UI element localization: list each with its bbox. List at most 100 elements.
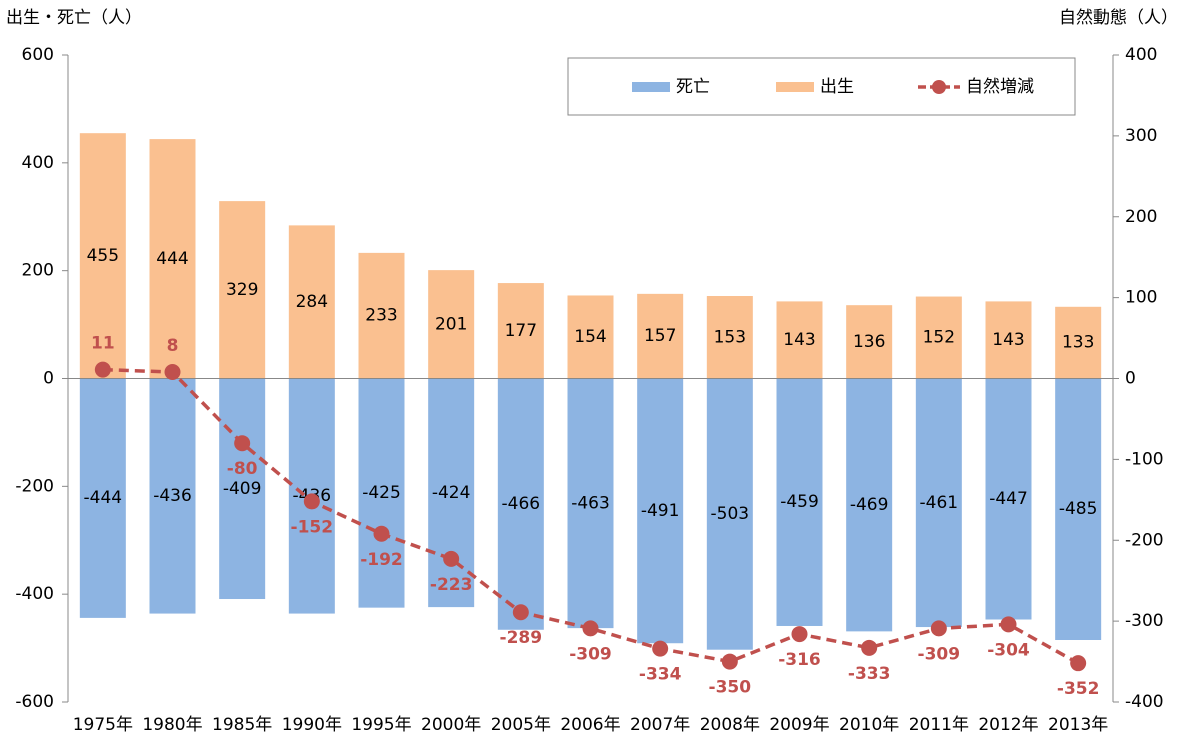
y-axis-title: 出生・死亡（人）	[6, 8, 142, 28]
data-label: -352	[1057, 679, 1100, 699]
y2-tick-label: 200	[1125, 207, 1157, 227]
point	[861, 639, 878, 656]
y2-tick-label: -400	[1125, 692, 1164, 712]
data-label: -444	[84, 488, 123, 508]
bar	[79, 378, 126, 618]
y-tick-label: 0	[43, 369, 54, 389]
x-tick-label: 2012年	[978, 715, 1038, 735]
data-label: 177	[505, 321, 537, 341]
x-tick-label: 1985年	[212, 715, 272, 735]
x-tick-label: 2000年	[421, 715, 481, 735]
data-label: 153	[714, 327, 746, 347]
bar	[637, 378, 684, 644]
bar	[219, 201, 266, 379]
bar	[846, 305, 893, 379]
bar	[428, 270, 475, 379]
x-tick-label: 2005年	[491, 715, 551, 735]
data-label: -469	[850, 495, 889, 515]
bar	[637, 293, 684, 379]
data-label: -503	[711, 504, 750, 524]
y2-axis-title: 自然動態（人）	[1059, 8, 1178, 28]
y-tick-label: 600	[22, 45, 54, 65]
point	[443, 550, 460, 567]
y2-tick-label: 100	[1125, 288, 1157, 308]
data-label: -436	[153, 486, 192, 506]
bar	[1055, 306, 1102, 379]
data-label: -334	[639, 665, 682, 685]
bar	[706, 296, 753, 379]
data-label: 201	[435, 314, 467, 334]
bar	[288, 225, 335, 379]
bar	[706, 378, 753, 650]
point	[930, 620, 947, 637]
bar	[428, 378, 475, 608]
point	[303, 493, 320, 510]
legend-label: 死亡	[676, 77, 710, 97]
line	[102, 367, 1080, 665]
legend-label: 自然増減	[966, 77, 1034, 97]
data-label: -425	[362, 483, 401, 503]
x-tick-label: 1980年	[142, 715, 202, 735]
data-label: -333	[848, 664, 891, 684]
data-label: 8	[167, 336, 179, 356]
bar	[497, 283, 544, 379]
point	[512, 604, 529, 621]
point	[1000, 616, 1017, 633]
point	[94, 361, 111, 378]
legend-swatch	[932, 80, 946, 94]
y2-tick-label: -200	[1125, 530, 1164, 550]
data-label: -459	[780, 492, 819, 512]
bar	[497, 378, 544, 630]
point	[582, 620, 599, 637]
data-label: -350	[709, 678, 752, 698]
data-label: -447	[989, 489, 1028, 509]
data-label: 154	[574, 327, 606, 347]
bar	[149, 378, 196, 614]
data-label: -409	[223, 479, 262, 499]
data-label: -466	[502, 494, 541, 514]
point	[164, 364, 181, 381]
bar	[567, 378, 614, 629]
bar	[776, 301, 823, 379]
y-tick-label: 200	[22, 261, 54, 281]
y2-tick-label: 300	[1125, 126, 1157, 146]
bar	[915, 378, 962, 628]
x-tick-label: 1975年	[73, 715, 133, 735]
y-tick-label: -600	[15, 692, 54, 712]
y2-tick-label: -300	[1125, 611, 1164, 631]
data-label: 136	[853, 332, 885, 352]
point	[791, 626, 808, 643]
data-label: -463	[571, 493, 610, 513]
data-label: 157	[644, 326, 676, 346]
data-label: -316	[778, 650, 821, 670]
data-label: -192	[360, 550, 403, 570]
x-tick-label: 1990年	[282, 715, 342, 735]
data-label: -491	[641, 501, 680, 521]
x-tick-label: 1995年	[351, 715, 411, 735]
legend-label: 出生	[820, 77, 854, 97]
bar	[985, 378, 1032, 620]
y2-tick-label: 400	[1125, 45, 1157, 65]
y-tick-label: -400	[15, 584, 54, 604]
bar	[1055, 378, 1102, 640]
data-label: 143	[992, 330, 1024, 350]
x-tick-label: 2006年	[560, 715, 620, 735]
point	[652, 640, 669, 657]
bar	[149, 139, 196, 379]
x-tick-label: 2011年	[909, 715, 969, 735]
x-tick-label: 2007年	[630, 715, 690, 735]
bar	[358, 252, 405, 379]
legend-swatch	[632, 82, 670, 92]
data-label: 11	[91, 334, 115, 354]
data-label: 284	[296, 292, 328, 312]
data-label: 455	[87, 246, 119, 266]
bar	[79, 133, 126, 379]
data-label: -304	[987, 640, 1030, 660]
x-tick-label: 2013年	[1048, 715, 1108, 735]
data-label: 133	[1062, 333, 1094, 353]
data-label: 329	[226, 280, 258, 300]
data-label: -309	[918, 644, 961, 664]
x-tick-label: 2010年	[839, 715, 899, 735]
y-tick-label: -200	[15, 476, 54, 496]
